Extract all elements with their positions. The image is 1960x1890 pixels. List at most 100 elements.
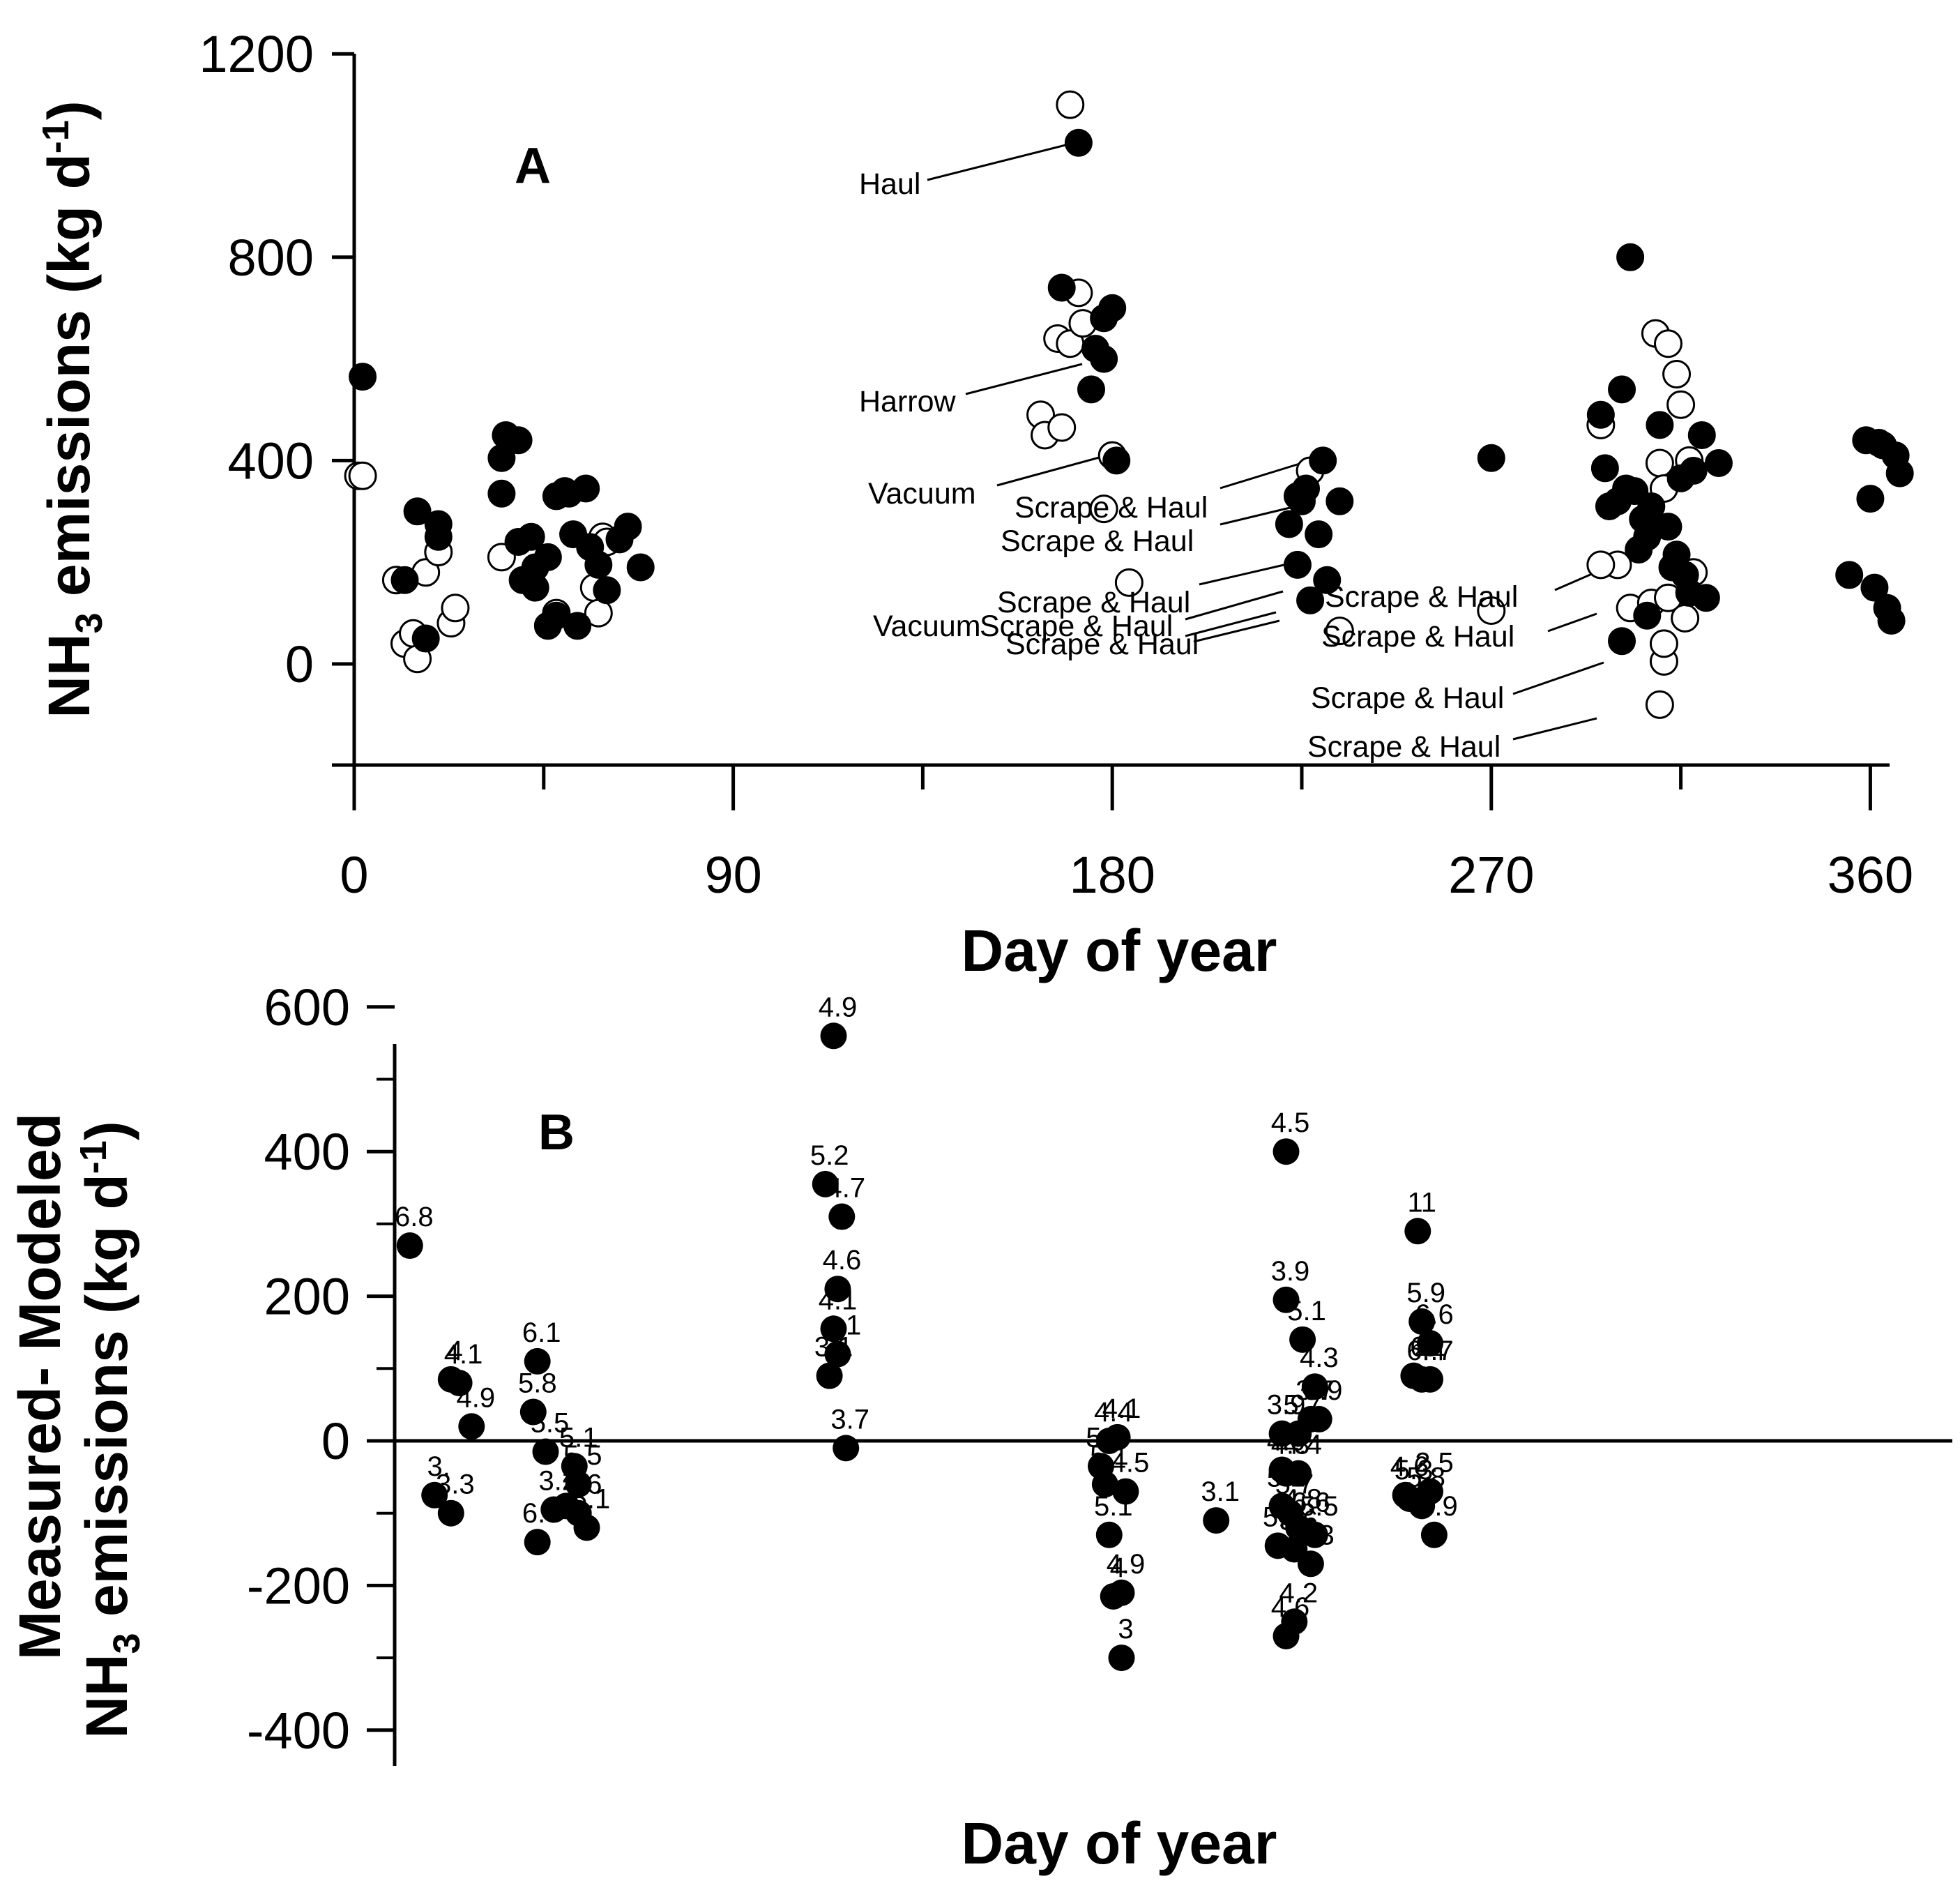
y-tick-label: 600 (264, 978, 350, 1036)
filled-point (1616, 243, 1645, 271)
data-label: 11 (1408, 1187, 1437, 1218)
yb-part-3: emissions (kg d (74, 1174, 139, 1633)
filled-point (1283, 550, 1312, 579)
data-point (1289, 1326, 1316, 1353)
yb-part-5: ) (74, 1121, 139, 1140)
data-label: 4.6 (1390, 1451, 1429, 1482)
data-label: 5.8 (518, 1368, 557, 1399)
data-label: 4.1 (444, 1339, 483, 1370)
data-point (573, 1514, 600, 1541)
y-tick-label: -400 (247, 1702, 350, 1760)
filled-point (1835, 561, 1864, 589)
data-label: 3.9 (1304, 1375, 1343, 1406)
open-point (441, 594, 470, 623)
data-point (1273, 1286, 1300, 1313)
filled-point (1590, 454, 1619, 483)
filled-point (411, 624, 440, 653)
annotation-leader (1220, 459, 1312, 490)
data-point (1420, 1521, 1448, 1548)
data-point (519, 1398, 547, 1426)
data-label: 3.3 (1296, 1520, 1335, 1550)
panel-a: 0 400 800 1200 0 90 180 270 360 Haul Harrow Vacuu… (35, 25, 1914, 983)
data-label: 5.1 (1263, 1502, 1302, 1532)
data-point (1297, 1550, 1324, 1578)
filled-point (1309, 446, 1337, 475)
data-label: 5.1 (1094, 1491, 1133, 1522)
y-tick-label: 1200 (199, 25, 314, 83)
data-label: 4 (1110, 1552, 1125, 1583)
data-point (524, 1347, 551, 1375)
y-tick-label: 0 (321, 1412, 350, 1470)
data-label: 3.7 (830, 1404, 869, 1435)
filled-point (403, 497, 432, 526)
data-point (1108, 1645, 1135, 1672)
filled-point (1064, 128, 1093, 157)
panel-a-y-ticks: 0 400 800 1200 (199, 25, 354, 693)
panel-a-annotation-leaders (927, 142, 1604, 741)
data-label: 4.5 (1271, 1107, 1310, 1138)
annotation-leader (965, 363, 1083, 395)
data-label: 4.1 (823, 1310, 862, 1341)
open-point (348, 461, 377, 490)
data-point (1104, 1423, 1131, 1451)
filled-point (521, 573, 549, 602)
data-point (396, 1232, 423, 1260)
data-label: 6.1 (522, 1317, 561, 1348)
data-point (421, 1481, 448, 1509)
data-point (1417, 1478, 1443, 1505)
data-label: 4.9 (1107, 1549, 1146, 1580)
data-point (820, 1022, 847, 1050)
data-label: 5.5 (531, 1408, 570, 1439)
open-point (1047, 413, 1077, 442)
data-label: 5.1 (1287, 1296, 1326, 1326)
annotation-leader (1547, 612, 1597, 633)
annotation-label: Scrape & Haul (1005, 628, 1199, 661)
data-point (437, 1499, 464, 1527)
filled-point (1313, 566, 1342, 594)
panel-a-y-axis-title: NH3 emissions (kg d-1) (35, 100, 110, 718)
annotation-label: Harrow (859, 385, 957, 418)
data-point (812, 1170, 839, 1197)
annotation-leader (1554, 570, 1597, 591)
data-label: 4.7 (1415, 1336, 1454, 1366)
data-label: 4.5 (1111, 1448, 1150, 1479)
data-label: 3. (427, 1451, 450, 1482)
data-label: 4.7 (826, 1173, 865, 1204)
data-point (1301, 1521, 1328, 1548)
annotation-leader (1193, 619, 1280, 643)
panel-a-x-ticks: 0 90 180 270 360 (340, 765, 1913, 904)
open-point (1653, 329, 1682, 358)
filled-point (1856, 485, 1885, 513)
filled-point (593, 576, 621, 605)
open-point (1477, 596, 1506, 625)
open-point (1671, 603, 1700, 633)
data-label: 5.5 (1300, 1491, 1339, 1522)
annotation-label: Scrape & Haul (1001, 524, 1194, 558)
panel-b-x-axis-title: Day of year (962, 1810, 1277, 1876)
data-label: 4.2 (1279, 1578, 1318, 1608)
data-label: 4.6 (563, 1469, 602, 1500)
data-label: 6.6 (1291, 1488, 1330, 1518)
filled-point (1325, 487, 1354, 515)
data-label: 5.1 (559, 1422, 598, 1453)
annotation-leader (1185, 590, 1284, 621)
filled-point (1687, 421, 1716, 449)
annotation-label: Haul (859, 167, 920, 201)
data-label: 2.5 (1415, 1448, 1454, 1479)
yb-part-4: -1 (73, 1140, 114, 1174)
x-tick-label: 0 (340, 846, 368, 904)
filled-point (349, 363, 377, 391)
data-label: 6 (1410, 1332, 1425, 1363)
filled-point (1586, 400, 1615, 429)
data-label: 3.2 (538, 1466, 577, 1497)
annotation-leader (1512, 661, 1604, 695)
data-label: 6.4 (1406, 1336, 1445, 1366)
annotation-label: Vacuum (868, 477, 976, 511)
data-point (565, 1471, 592, 1498)
annotation-label: Scrape & Haul (980, 610, 1173, 643)
filled-point (1608, 375, 1636, 404)
data-label: 4.1 (1102, 1393, 1141, 1424)
filled-point (1296, 586, 1325, 614)
data-label: 3.3 (436, 1469, 475, 1500)
